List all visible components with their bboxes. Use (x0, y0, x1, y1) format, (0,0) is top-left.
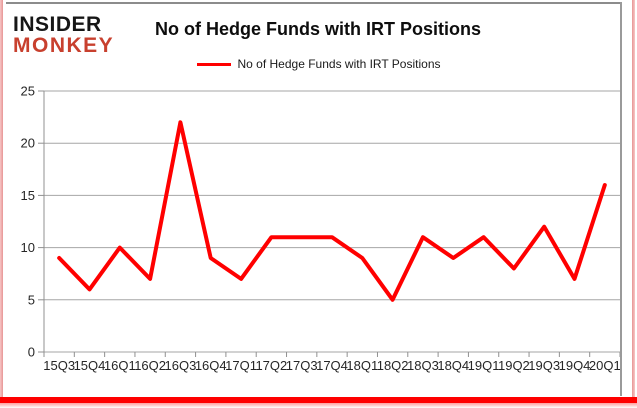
x-tick-label: 19Q3 (528, 358, 560, 373)
y-tick-label: 0 (28, 345, 35, 360)
chart-legend: No of Hedge Funds with IRT Positions (0, 57, 637, 71)
x-tick-label: 16Q4 (195, 358, 227, 373)
x-tick-label: 19Q2 (498, 358, 530, 373)
x-tick-label: 15Q4 (74, 358, 106, 373)
legend-line-swatch (196, 62, 231, 66)
x-tick-label: 16Q1 (104, 358, 136, 373)
x-tick-label: 18Q1 (346, 358, 378, 373)
x-tick-label: 16Q2 (134, 358, 166, 373)
x-tick-label: 19Q4 (559, 358, 591, 373)
y-tick-label: 20 (21, 136, 35, 151)
x-tick-label: 15Q3 (43, 358, 75, 373)
logo-insider-text: INSIDER (13, 13, 102, 36)
insider-monkey-logo: INSIDER MONKEY (13, 14, 114, 56)
card-border-bottom-shadow (0, 403, 637, 408)
y-tick-label: 5 (28, 292, 35, 307)
x-tick-label: 16Q3 (165, 358, 197, 373)
series-line-irt-positions (57, 120, 607, 302)
logo-monkey-text: MONKEY (13, 34, 115, 57)
x-tick-label: 18Q3 (407, 358, 439, 373)
x-tick-label: 20Q1 (589, 358, 621, 373)
card-edge-right (632, 0, 635, 408)
x-tick-label: 18Q2 (377, 358, 409, 373)
y-tick-label: 10 (21, 240, 35, 255)
x-tick-label: 17Q4 (316, 358, 348, 373)
legend-label: No of Hedge Funds with IRT Positions (237, 57, 441, 71)
y-tick-label: 15 (21, 188, 35, 203)
x-tick-label: 19Q1 (468, 358, 500, 373)
card-edge-left (0, 0, 3, 408)
card-border-right (620, 2, 622, 396)
chart-title: No of Hedge Funds with IRT Positions (155, 19, 481, 39)
card-border-top (6, 2, 622, 4)
x-tick-label: 17Q1 (225, 358, 257, 373)
x-tick-label: 18Q4 (437, 358, 469, 373)
x-tick-label: 17Q3 (286, 358, 318, 373)
card-border-bottom (0, 397, 637, 403)
x-tick-label: 17Q2 (255, 358, 287, 373)
y-tick-label: 25 (21, 84, 35, 99)
